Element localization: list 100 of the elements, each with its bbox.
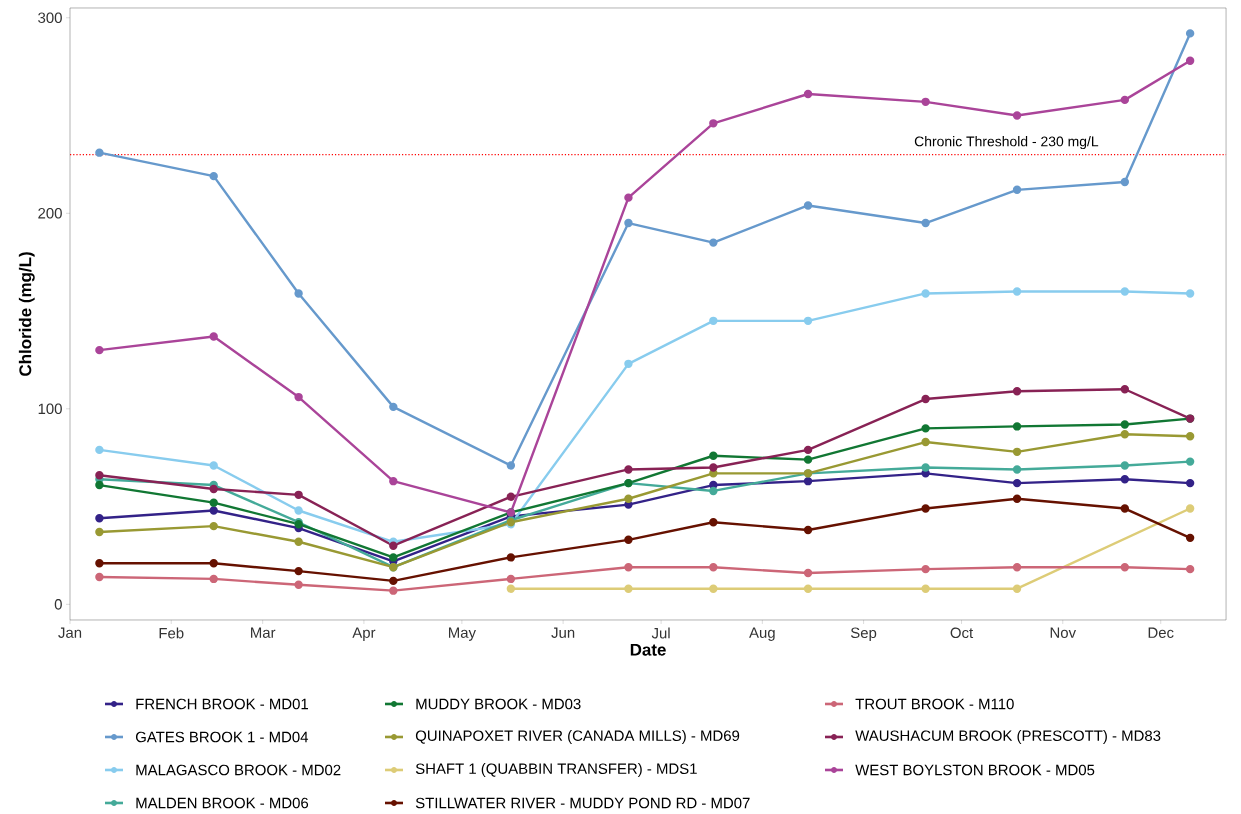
point [803, 201, 813, 210]
point [1185, 457, 1195, 466]
point [803, 525, 813, 535]
x-tick-label: Aug [749, 627, 775, 641]
x-tick-label: Sep [850, 627, 877, 642]
point [389, 541, 398, 550]
point [624, 218, 633, 228]
point [294, 506, 303, 515]
legend-label: QUINAPOXET RIVER (CANADA MILLS) - MD69 [415, 730, 740, 744]
point [803, 316, 813, 326]
x-tick-label: Apr [352, 627, 376, 641]
y-axis-title: Chloride (mg/L) [18, 252, 35, 376]
legend-label: STILLWATER RIVER - MUDDY POND RD - MD07 [415, 797, 750, 809]
legend-label: WAUSHACUM BROOK (PRESCOTT) - MD83 [855, 730, 1161, 744]
point [1012, 422, 1022, 431]
point [389, 476, 398, 486]
point [506, 492, 516, 501]
point [389, 576, 398, 586]
point [709, 451, 718, 460]
point [921, 463, 930, 472]
point [1012, 387, 1022, 396]
point [506, 574, 516, 584]
point [624, 193, 633, 202]
point [1185, 29, 1195, 38]
point [709, 486, 718, 496]
legend-label: FRENCH BROOK - MD01 [136, 698, 308, 710]
point [1120, 504, 1130, 513]
point [1012, 494, 1022, 503]
y-tick-label: 300 [38, 12, 62, 24]
point [1120, 95, 1130, 105]
point [624, 535, 633, 545]
point [624, 584, 633, 593]
point [1185, 533, 1195, 543]
point [709, 119, 718, 128]
point [506, 461, 516, 470]
point [1185, 504, 1195, 513]
point [294, 580, 303, 589]
point [624, 359, 633, 369]
point [1012, 465, 1022, 474]
point [921, 394, 930, 404]
point [803, 476, 813, 486]
point [1120, 287, 1130, 296]
point [921, 584, 930, 593]
point [389, 553, 398, 562]
point [921, 97, 930, 107]
x-tick-label: Jun [551, 627, 575, 638]
legend-label: SHAFT 1 (QUABBIN TRANSFER) - MDS1 [415, 763, 697, 777]
point [921, 218, 930, 228]
point [624, 494, 633, 503]
point [1120, 385, 1130, 394]
legend-label: WEST BOYLSTON BROOK - MD05 [855, 764, 1095, 776]
x-tick-label: Oct [950, 627, 974, 639]
point [1185, 431, 1195, 441]
y-tick-label: 0 [54, 599, 62, 610]
ref-line-label: Chronic Threshold - 230 mg/L [914, 136, 1099, 150]
point [803, 89, 813, 99]
x-axis-title: Date [630, 643, 666, 656]
point [803, 445, 813, 455]
point [294, 537, 303, 546]
point [803, 568, 813, 578]
point [1012, 287, 1022, 296]
x-tick-label: Jan [58, 627, 82, 638]
point [294, 289, 303, 298]
legend-label: MUDDY BROOK - MD03 [416, 698, 581, 710]
legend-label: MALDEN BROOK - MD06 [136, 797, 309, 809]
point [709, 562, 718, 572]
point [624, 562, 633, 572]
point [1185, 56, 1195, 65]
point [1120, 562, 1130, 572]
point [1012, 447, 1022, 457]
point [1120, 461, 1130, 470]
point [1012, 185, 1022, 195]
x-tick-label: Feb [159, 627, 184, 639]
point [389, 402, 398, 412]
point [1012, 478, 1022, 488]
point [709, 316, 718, 326]
point [803, 455, 813, 464]
point [1120, 430, 1130, 439]
point [803, 584, 813, 593]
point [1185, 564, 1195, 574]
point [624, 465, 633, 474]
point [921, 504, 930, 513]
point [506, 584, 516, 593]
x-tick-label: Mar [251, 627, 276, 638]
legend-label: TROUT BROOK - M110 [855, 698, 1014, 710]
legend-label: MALAGASCO BROOK - MD02 [136, 764, 341, 776]
point [921, 289, 930, 298]
point [294, 566, 303, 576]
x-tick-label: May [448, 627, 476, 641]
point [1120, 420, 1130, 429]
y-tick-label: 100 [38, 403, 62, 415]
point [1185, 289, 1195, 298]
point [921, 424, 930, 433]
x-tick-label: Dec [1148, 627, 1174, 638]
point [709, 518, 718, 527]
point [1120, 177, 1130, 187]
point [294, 392, 303, 402]
x-tick-label: Nov [1050, 627, 1076, 638]
y-tick-label: 200 [38, 207, 62, 219]
point [1012, 111, 1022, 120]
